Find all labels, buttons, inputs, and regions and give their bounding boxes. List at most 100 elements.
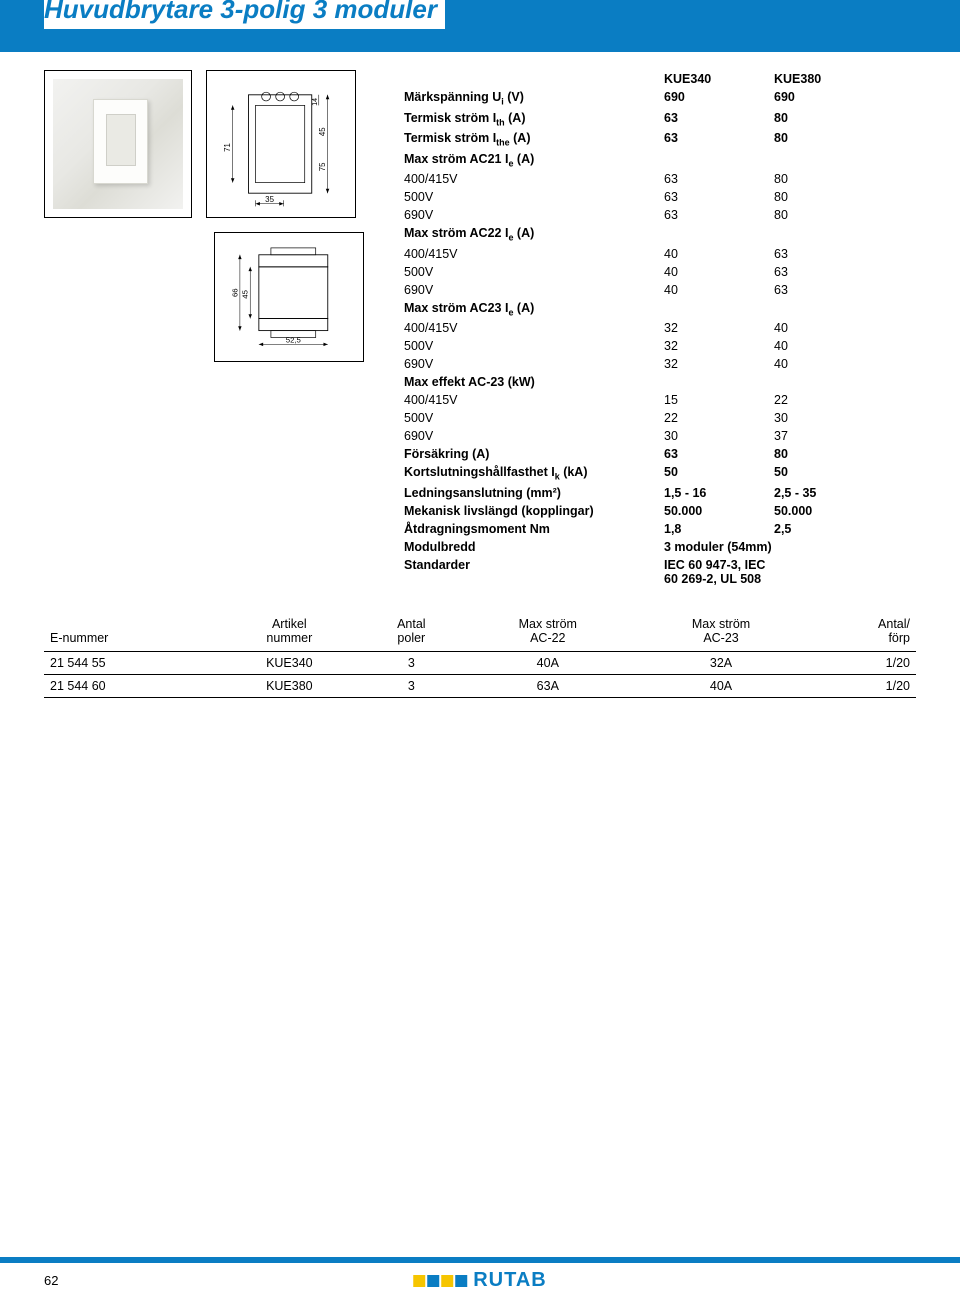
order-cell: 40A xyxy=(634,674,807,697)
spec-label: Märkspänning Ui (V) xyxy=(404,88,664,109)
order-cell: 3 xyxy=(361,674,461,697)
spec-label: 500V xyxy=(404,337,664,355)
spec-row: Märkspänning Ui (V)690690 xyxy=(404,88,916,109)
spec-header-c1: KUE340 xyxy=(664,70,774,88)
order-col-header: Max strömAC-22 xyxy=(461,614,634,652)
spec-label: 690V xyxy=(404,206,664,224)
spec-val-1 xyxy=(664,224,774,245)
spec-val-1: 63 xyxy=(664,109,774,130)
product-photo xyxy=(44,70,192,218)
spec-val-2: 2,5 xyxy=(774,520,916,538)
spec-val-2: 37 xyxy=(774,427,916,445)
spec-val-1 xyxy=(664,150,774,171)
spec-column: KUE340 KUE380 Märkspänning Ui (V)690690T… xyxy=(404,70,916,588)
spec-val-1: 32 xyxy=(664,337,774,355)
spec-row: 690V3037 xyxy=(404,427,916,445)
spec-header-c2: KUE380 xyxy=(774,70,916,88)
order-col-header: Max strömAC-23 xyxy=(634,614,807,652)
spec-val-1: 22 xyxy=(664,409,774,427)
page-footer: 62 RUTAB xyxy=(0,1257,960,1288)
dim-75: 75 xyxy=(318,162,327,171)
order-row: 21 544 60KUE380363A40A1/20 xyxy=(44,674,916,697)
spec-label: 500V xyxy=(404,263,664,281)
spec-val-2: 80 xyxy=(774,206,916,224)
spec-row: 690V4063 xyxy=(404,281,916,299)
dim-35: 35 xyxy=(265,195,274,204)
spec-row: Max ström AC21 Ie (A) xyxy=(404,150,916,171)
spec-row: Försäkring (A)6380 xyxy=(404,445,916,463)
spec-label: 400/415V xyxy=(404,170,664,188)
spec-val-2: 50.000 xyxy=(774,502,916,520)
spec-row: 400/415V4063 xyxy=(404,245,916,263)
spec-header-blank xyxy=(404,70,664,88)
order-row: 21 544 55KUE340340A32A1/20 xyxy=(44,651,916,674)
spec-row: Åtdragningsmoment Nm1,82,5 xyxy=(404,520,916,538)
spec-val-2: 22 xyxy=(774,391,916,409)
spec-row: 690V3240 xyxy=(404,355,916,373)
spec-label: Mekanisk livslängd (kopplingar) xyxy=(404,502,664,520)
spec-label: 690V xyxy=(404,427,664,445)
order-cell: 21 544 55 xyxy=(44,651,217,674)
dimension-diagram-top: 35 71 75 45 14 xyxy=(206,70,356,218)
spec-val-2: 50 xyxy=(774,463,916,484)
order-cell: KUE340 xyxy=(217,651,361,674)
spec-label: 690V xyxy=(404,355,664,373)
spec-row: 400/415V1522 xyxy=(404,391,916,409)
spec-val-2: 80 xyxy=(774,129,916,150)
diagrams-column: 35 71 75 45 14 xyxy=(44,70,404,588)
spec-val-1 xyxy=(664,373,774,391)
spec-val-1: 63 xyxy=(664,206,774,224)
spec-val-2 xyxy=(774,150,916,171)
spec-val-1: 63 xyxy=(664,188,774,206)
order-col-header: Artikelnummer xyxy=(217,614,361,652)
order-cell: 63A xyxy=(461,674,634,697)
spec-row: Ledningsanslutning (mm²)1,5 - 162,5 - 35 xyxy=(404,484,916,502)
spec-label: 500V xyxy=(404,188,664,206)
content-area: 35 71 75 45 14 xyxy=(0,52,960,588)
order-cell: 40A xyxy=(461,651,634,674)
dim-66: 66 xyxy=(230,288,239,297)
spec-label: Försäkring (A) xyxy=(404,445,664,463)
dim-71: 71 xyxy=(223,143,232,152)
spec-label: Modulbredd xyxy=(404,538,664,556)
spec-val-2 xyxy=(774,556,916,588)
spec-label: Termisk ström Ithe (A) xyxy=(404,129,664,150)
spec-val-2 xyxy=(774,373,916,391)
spec-val-1: IEC 60 947-3, IEC 60 269-2, UL 508 xyxy=(664,556,774,588)
order-cell: KUE380 xyxy=(217,674,361,697)
brand-logo: RUTAB xyxy=(413,1269,547,1292)
spec-row: 500V2230 xyxy=(404,409,916,427)
spec-val-1: 1,5 - 16 xyxy=(664,484,774,502)
spec-row: Mekanisk livslängd (kopplingar)50.00050.… xyxy=(404,502,916,520)
spec-val-1: 32 xyxy=(664,319,774,337)
spec-val-2: 63 xyxy=(774,263,916,281)
spec-label: Max ström AC22 Ie (A) xyxy=(404,224,664,245)
logo-squares-icon xyxy=(413,1275,467,1287)
dim-45: 45 xyxy=(318,127,327,136)
spec-val-1: 30 xyxy=(664,427,774,445)
order-cell: 3 xyxy=(361,651,461,674)
spec-header-row: KUE340 KUE380 xyxy=(404,70,916,88)
spec-val-1: 690 xyxy=(664,88,774,109)
spec-table: KUE340 KUE380 Märkspänning Ui (V)690690T… xyxy=(404,70,916,588)
spec-row: Max effekt AC-23 (kW) xyxy=(404,373,916,391)
spec-label: Termisk ström Ith (A) xyxy=(404,109,664,130)
logo-text: RUTAB xyxy=(473,1269,547,1292)
order-table-section: E-nummerArtikelnummerAntalpolerMax ström… xyxy=(0,614,960,698)
spec-val-2 xyxy=(774,538,916,556)
order-table: E-nummerArtikelnummerAntalpolerMax ström… xyxy=(44,614,916,698)
spec-val-2: 80 xyxy=(774,188,916,206)
spec-row: Max ström AC23 Ie (A) xyxy=(404,299,916,320)
spec-val-2 xyxy=(774,299,916,320)
dimension-diagram-side: 66 45 52,5 xyxy=(214,232,364,362)
dim-52-5: 52,5 xyxy=(286,336,301,345)
title-bar: Huvudbrytare 3-polig 3 moduler xyxy=(0,0,960,52)
spec-row: Kortslutningshållfasthet Ik (kA)5050 xyxy=(404,463,916,484)
spec-label: 400/415V xyxy=(404,319,664,337)
spec-val-2: 2,5 - 35 xyxy=(774,484,916,502)
spec-val-1: 3 moduler (54mm) xyxy=(664,538,774,556)
order-cell: 32A xyxy=(634,651,807,674)
spec-val-2: 40 xyxy=(774,355,916,373)
spec-val-1: 40 xyxy=(664,281,774,299)
spec-val-1: 40 xyxy=(664,263,774,281)
